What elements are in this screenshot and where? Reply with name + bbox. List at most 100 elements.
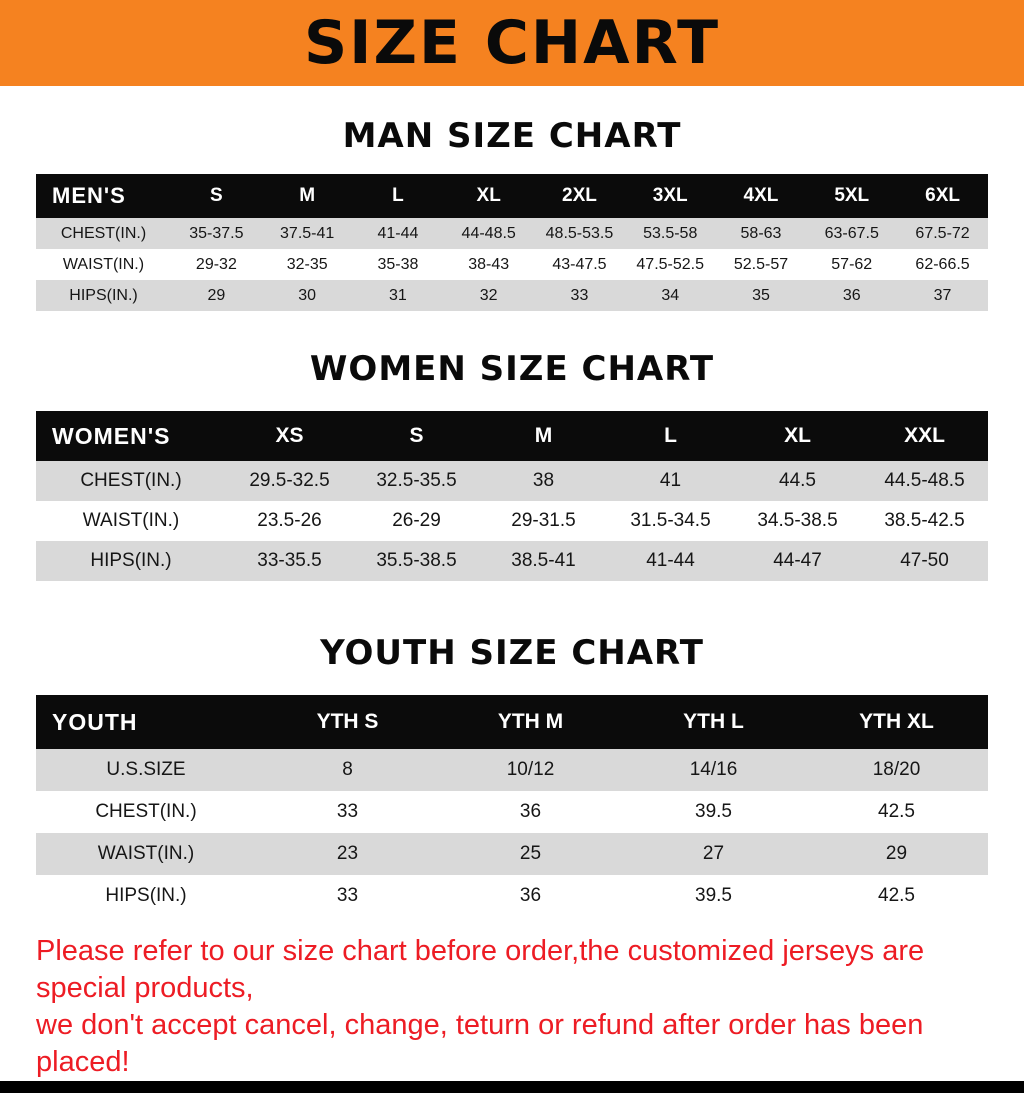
size-value-cell: 35.5-38.5	[376, 550, 457, 571]
size-value-cell: 26-29	[392, 510, 441, 531]
size-value-cell: 44-48.5	[461, 224, 516, 242]
size-value-cell: 29	[207, 286, 226, 304]
row-label: HIPS(IN.)	[90, 550, 172, 571]
size-column-header: S	[353, 411, 480, 461]
size-value-cell: 37.5-41	[280, 224, 335, 242]
size-column-header: 4XL	[715, 174, 807, 218]
size-value-cell: 43-47.5	[552, 255, 607, 273]
size-value-cell: 31.5-34.5	[630, 510, 711, 531]
size-value-cell: 29.5-32.5	[249, 470, 330, 491]
size-column-header: 5XL	[806, 174, 898, 218]
men-section: MAN SIZE CHART MEN'S S M L XL 2XL 3XL 4X…	[0, 116, 1024, 311]
size-value-cell: 62-66.5	[915, 255, 970, 273]
size-column-header: 2XL	[534, 174, 625, 218]
size-value-cell: 41	[659, 470, 682, 491]
size-value-cell: 39.5	[695, 885, 732, 906]
size-value-cell: 36	[519, 801, 542, 822]
size-value-cell: 8	[342, 759, 353, 780]
row-label: HIPS(IN.)	[69, 286, 138, 304]
size-value-cell: 44-47	[773, 550, 822, 571]
size-value-cell: 32.5-35.5	[376, 470, 457, 491]
size-value-cell: 35-38	[377, 255, 419, 273]
table-row: WAIST(IN.) 23.5-26 26-29 29-31.5 31.5-34…	[36, 501, 988, 541]
row-label: WAIST(IN.)	[62, 255, 145, 273]
youth-section-heading: YOUTH SIZE CHART	[320, 633, 704, 673]
women-size-table: WOMEN'S XS S M L XL XXL CHEST(IN.) 29.5-…	[36, 411, 988, 581]
table-row: HIPS(IN.) 33 36 39.5 42.5	[36, 875, 988, 917]
size-column-header: S	[171, 174, 262, 218]
size-value-cell: 36	[519, 885, 542, 906]
women-table-header-row: WOMEN'S XS S M L XL XXL	[36, 411, 988, 461]
size-value-cell: 35	[752, 286, 770, 304]
size-value-cell: 58-63	[740, 224, 782, 242]
size-value-cell: 34.5-38.5	[757, 510, 838, 531]
size-value-cell: 14/16	[689, 759, 738, 780]
size-value-cell: 41-44	[646, 550, 695, 571]
size-value-cell: 29-31.5	[511, 510, 576, 531]
table-row: WAIST(IN.) 23 25 27 29	[36, 833, 988, 875]
table-row: CHEST(IN.) 33 36 39.5 42.5	[36, 791, 988, 833]
size-value-cell: 44.5-48.5	[884, 470, 965, 491]
size-value-cell: 67.5-72	[915, 224, 970, 242]
bottom-bar	[0, 1081, 1024, 1093]
size-value-cell: 47-50	[900, 550, 949, 571]
women-table-title: WOMEN'S	[36, 411, 226, 461]
disclaimer-line-2: we don't accept cancel, change, teturn o…	[36, 1009, 924, 1078]
size-value-cell: 37	[933, 286, 952, 304]
youth-table-header-row: YOUTH YTH S YTH M YTH L YTH XL	[36, 695, 988, 749]
size-column-header: YTH XL	[805, 695, 988, 749]
row-label: HIPS(IN.)	[105, 885, 187, 906]
size-column-header: XL	[443, 174, 535, 218]
size-column-header: YTH M	[439, 695, 622, 749]
size-column-header: XXL	[861, 411, 988, 461]
size-column-header: L	[352, 174, 444, 218]
table-row: CHEST(IN.) 35-37.5 37.5-41 41-44 44-48.5…	[36, 218, 988, 249]
row-label: U.S.SIZE	[106, 759, 186, 780]
title-banner: SIZE CHART	[0, 0, 1024, 86]
size-column-header: L	[607, 411, 734, 461]
size-value-cell: 42.5	[878, 801, 915, 822]
table-row: WAIST(IN.) 29-32 32-35 35-38 38-43 43-47…	[36, 249, 988, 280]
size-column-header: 3XL	[624, 174, 716, 218]
size-value-cell: 38-43	[468, 255, 510, 273]
size-value-cell: 33	[570, 286, 589, 304]
row-label: CHEST(IN.)	[95, 801, 197, 822]
size-value-cell: 47.5-52.5	[636, 255, 705, 273]
size-value-cell: 35-37.5	[189, 224, 244, 242]
size-value-cell: 63-67.5	[824, 224, 879, 242]
size-value-cell: 33	[336, 885, 359, 906]
size-value-cell: 48.5-53.5	[545, 224, 614, 242]
youth-size-table: YOUTH YTH S YTH M YTH L YTH XL U.S.SIZE …	[36, 695, 988, 917]
size-value-cell: 23.5-26	[257, 510, 322, 531]
table-row: HIPS(IN.) 33-35.5 35.5-38.5 38.5-41 41-4…	[36, 541, 988, 581]
size-value-cell: 33	[336, 801, 359, 822]
men-section-heading: MAN SIZE CHART	[342, 116, 682, 156]
size-column-header: YTH L	[622, 695, 805, 749]
size-value-cell: 30	[298, 286, 317, 304]
size-value-cell: 10/12	[506, 759, 555, 780]
size-value-cell: 18/20	[872, 759, 921, 780]
size-value-cell: 39.5	[695, 801, 732, 822]
row-label: CHEST(IN.)	[80, 470, 182, 491]
size-value-cell: 23	[336, 843, 359, 864]
table-row: HIPS(IN.) 29 30 31 32 33 34 35 36 37	[36, 280, 988, 311]
size-value-cell: 38.5-42.5	[884, 510, 965, 531]
row-label: WAIST(IN.)	[82, 510, 180, 531]
size-value-cell: 38.5-41	[511, 550, 576, 571]
size-value-cell: 29	[885, 843, 908, 864]
size-value-cell: 41-44	[377, 224, 419, 242]
size-value-cell: 36	[842, 286, 861, 304]
size-value-cell: 38	[532, 470, 555, 491]
size-value-cell: 52.5-57	[733, 255, 789, 273]
size-value-cell: 53.5-58	[643, 224, 698, 242]
size-value-cell: 33-35.5	[257, 550, 322, 571]
row-label: CHEST(IN.)	[60, 224, 147, 242]
size-column-header: M	[480, 411, 607, 461]
row-label: WAIST(IN.)	[97, 843, 195, 864]
youth-table-title: YOUTH	[36, 695, 256, 749]
size-value-cell: 27	[702, 843, 725, 864]
size-column-header: XS	[226, 411, 353, 461]
women-section: WOMEN SIZE CHART WOMEN'S XS S M L XL XXL…	[0, 349, 1024, 581]
page-title: SIZE CHART	[303, 8, 721, 78]
